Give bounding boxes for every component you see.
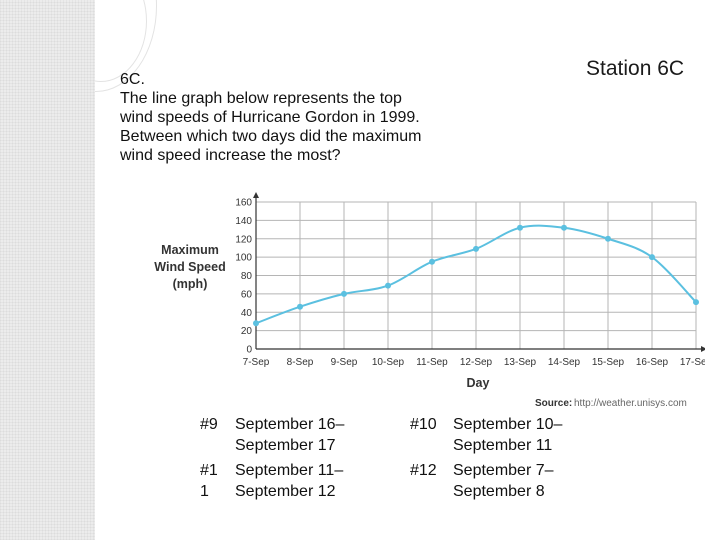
x-axis-label: Day: [467, 376, 490, 390]
x-axis-arrow: [701, 346, 705, 352]
y-tick-label: 120: [235, 234, 252, 245]
x-tick-label: 9-Sep: [331, 357, 358, 368]
answer-option-11[interactable]: #1 1 September 11– September 12: [200, 460, 390, 504]
y-axis-label: (mph): [173, 277, 208, 291]
answer-text-line: September 7–: [453, 462, 554, 479]
question-line: 6C.: [120, 71, 145, 88]
source-url: http://weather.unisys.com: [574, 398, 687, 409]
data-point: [385, 282, 391, 289]
y-axis-label: Maximum: [161, 243, 219, 257]
answer-text-line: September 12: [235, 483, 336, 500]
y-axis-label: Wind Speed: [154, 260, 225, 274]
y-tick-label: 0: [246, 345, 252, 356]
answer-option-9[interactable]: #9 September 16– September 17: [200, 414, 390, 458]
x-tick-label: 15-Sep: [592, 357, 625, 368]
answer-text-line: September 17: [235, 437, 336, 454]
data-point: [561, 224, 567, 231]
x-tick-label: 7-Sep: [243, 357, 270, 368]
question-line: Between which two days did the maximum: [120, 128, 422, 145]
answer-option-10[interactable]: #10 September 10– September 11: [410, 414, 610, 458]
data-point: [605, 235, 611, 242]
data-point: [429, 258, 435, 265]
answer-number: #9: [200, 416, 218, 433]
source-label: Source:: [535, 398, 572, 409]
x-tick-label: 13-Sep: [504, 357, 537, 368]
answer-number: #10: [410, 416, 437, 433]
y-tick-label: 140: [235, 216, 252, 227]
data-point: [649, 254, 655, 261]
x-tick-label: 16-Sep: [636, 357, 669, 368]
y-tick-label: 100: [235, 253, 252, 264]
y-tick-label: 40: [241, 308, 253, 319]
question-line: wind speed increase the most?: [120, 147, 341, 164]
x-tick-label: 10-Sep: [372, 357, 405, 368]
y-tick-label: 160: [235, 198, 252, 209]
y-axis-arrow: [253, 192, 259, 198]
station-label: Station 6C: [586, 57, 685, 80]
x-tick-label: 8-Sep: [287, 357, 314, 368]
answer-text-line: September 11–: [235, 462, 344, 479]
answer-option-12[interactable]: #12 September 7– September 8: [410, 460, 610, 504]
data-point: [473, 245, 479, 252]
data-point: [693, 299, 699, 306]
y-tick-label: 80: [241, 271, 253, 282]
wind-speed-line-chart: 0 20 40 60 80 100 120 140 160 7-Sep 8-Sep 9-Sep 10-S…: [154, 192, 705, 409]
data-point: [517, 224, 523, 231]
x-tick-label: 14-Sep: [548, 357, 581, 368]
data-point: [297, 303, 303, 310]
answer-text-line: September 16–: [235, 416, 345, 433]
x-tick-label: 17-Sep: [680, 357, 705, 368]
y-tick-label: 20: [241, 326, 253, 337]
data-point: [341, 290, 347, 297]
x-tick-label: 11-Sep: [416, 357, 448, 368]
question-line: wind speeds of Hurricane Gordon in 1999.: [120, 109, 420, 126]
y-tick-label: 60: [241, 289, 253, 300]
answer-number: #12: [410, 462, 437, 479]
data-point: [253, 320, 259, 327]
x-tick-label: 12-Sep: [460, 357, 493, 368]
answer-number: #1 1: [200, 462, 218, 500]
answer-text-line: September 11: [453, 437, 553, 454]
answer-text-line: September 10–: [453, 416, 563, 433]
answer-text-line: September 8: [453, 483, 545, 500]
question-line: The line graph below represents the top: [120, 90, 402, 107]
question-text: 6C. The line graph below represents the …: [120, 70, 480, 165]
